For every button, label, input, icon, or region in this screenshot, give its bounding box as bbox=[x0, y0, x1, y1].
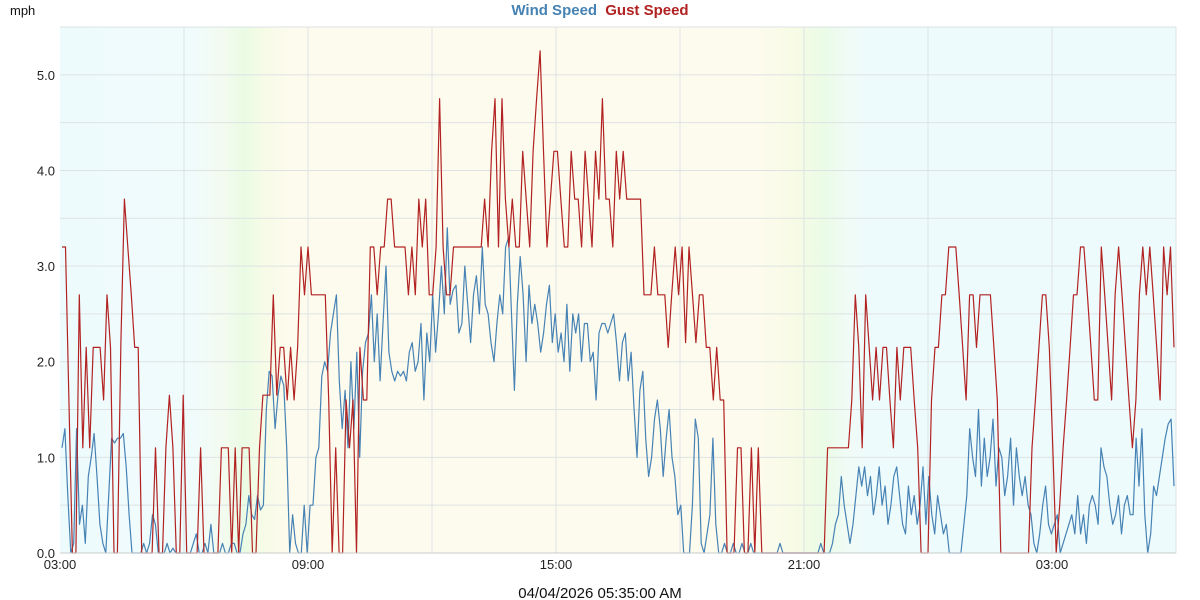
axes: 0.0 1.0 2.0 3.0 4.0 5.0 03:00 09:00 15:00 21:00 03… bbox=[37, 68, 1176, 572]
gust-speed-line bbox=[62, 50, 1175, 554]
grid-lines bbox=[60, 26, 1177, 553]
x-tick-label: 09:00 bbox=[292, 557, 325, 572]
y-tick-label: 3.0 bbox=[37, 259, 55, 274]
x-tick-label: 03:00 bbox=[44, 557, 77, 572]
legend-gust-speed: Gust Speed bbox=[605, 2, 688, 19]
timestamp-label: 04/04/2026 05:35:00 AM bbox=[518, 585, 681, 600]
y-tick-label: 0.0 bbox=[37, 546, 55, 561]
y-axis-unit-label: mph bbox=[10, 3, 35, 18]
chart-legend-title: Wind Speed Gust Speed bbox=[511, 2, 688, 19]
wind-speed-line bbox=[61, 227, 1175, 554]
y-tick-label: 5.0 bbox=[37, 68, 55, 83]
legend-wind-speed: Wind Speed bbox=[511, 2, 597, 19]
x-tick-label: 03:00 bbox=[1036, 557, 1069, 572]
x-tick-label: 15:00 bbox=[540, 557, 573, 572]
x-tick-label: 21:00 bbox=[788, 557, 821, 572]
y-tick-label: 1.0 bbox=[37, 450, 55, 465]
series-lines bbox=[61, 50, 1175, 554]
y-tick-label: 4.0 bbox=[37, 163, 55, 178]
plot-background bbox=[60, 27, 1176, 553]
y-tick-label: 2.0 bbox=[37, 355, 55, 370]
